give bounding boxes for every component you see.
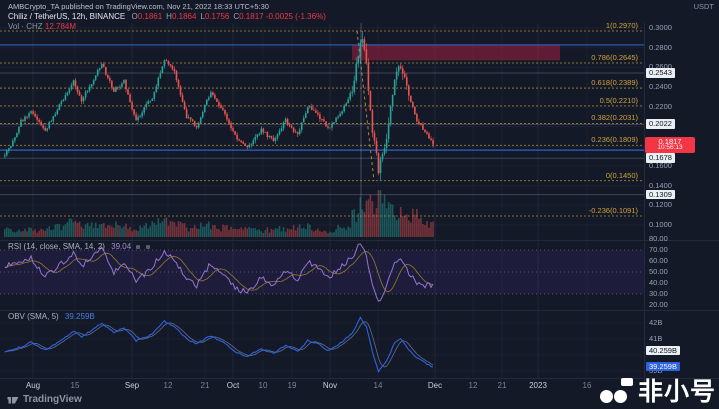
ohlc-number: 0.1864 bbox=[171, 12, 197, 21]
tradingview-wordmark: TradingView bbox=[23, 394, 82, 405]
rsi-legend[interactable]: RSI (14, close, SMA, 14, 2) 39.04 bbox=[8, 243, 150, 251]
ohlc-number: 0.1756 bbox=[204, 12, 230, 21]
ohlc-key: C bbox=[233, 12, 240, 21]
obv-label: OBV (SMA, 5) bbox=[8, 312, 59, 321]
price-axis[interactable] bbox=[644, 23, 719, 378]
rsi-value: 39.04 bbox=[111, 242, 132, 251]
rsi-settings-icon[interactable] bbox=[145, 245, 150, 249]
tradingview-logo[interactable]: TradingView bbox=[7, 394, 82, 406]
ohlc-key: O bbox=[131, 12, 138, 21]
tradingview-logo-icon bbox=[7, 397, 19, 404]
price-change: -0.0025 (-1.36%) bbox=[265, 12, 326, 21]
ohlc-number: 0.1817 bbox=[239, 12, 264, 21]
publish-caption: AMBCrypto_TA published on TradingView.co… bbox=[8, 2, 269, 11]
quote-currency-label: USDT bbox=[693, 2, 714, 11]
symbol-title: Chiliz / TetherUS, 12h, BINANCE bbox=[8, 12, 126, 21]
obv-value: 39.259B bbox=[64, 312, 95, 321]
volume-value: 12.784M bbox=[44, 22, 77, 31]
time-axis[interactable] bbox=[0, 378, 644, 393]
ohlc-key: L bbox=[200, 12, 205, 21]
feixiaohao-watermark: 非小号 bbox=[599, 378, 716, 404]
feixiaohao-logo-icon bbox=[599, 378, 633, 404]
ohlc-key: H bbox=[166, 12, 172, 21]
ohlc-number: 0.1861 bbox=[137, 12, 163, 21]
volume-legend[interactable]: Vol · CHZ 12.784M bbox=[8, 23, 76, 31]
volume-label: Vol · CHZ bbox=[8, 22, 43, 31]
obv-legend[interactable]: OBV (SMA, 5) 39.259B bbox=[8, 313, 95, 321]
rsi-legend-icon[interactable] bbox=[136, 245, 141, 249]
ohlc-values: O0.1861 H0.1864 L0.1756 C0.1817 bbox=[127, 12, 263, 21]
rsi-label: RSI (14, close, SMA, 14, 2) bbox=[8, 242, 105, 251]
watermark-text: 非小号 bbox=[637, 377, 716, 406]
symbol-legend[interactable]: Chiliz / TetherUS, 12h, BINANCE O0.1861 H… bbox=[8, 13, 326, 21]
